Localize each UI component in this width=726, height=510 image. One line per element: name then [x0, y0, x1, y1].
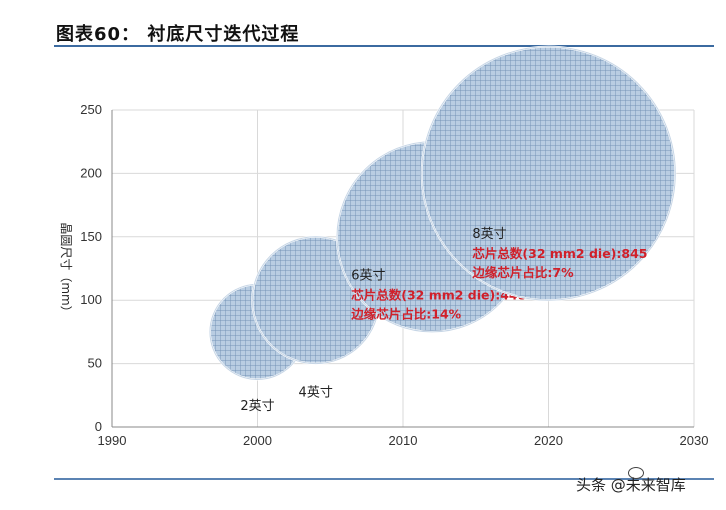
bubble-label: 2英寸	[240, 399, 274, 414]
y-axis-label: 晶圆尺寸（mm）	[59, 222, 73, 317]
x-tick-label: 2030	[680, 433, 709, 448]
x-tick-label: 2020	[534, 433, 563, 448]
footer-rule	[54, 478, 714, 480]
figure-title: 图表60： 衬底尺寸迭代过程	[56, 24, 300, 45]
bubble-note: 芯片总数(32 mm2 die):845	[472, 246, 647, 261]
bubble-note: 边缘芯片占比:7%	[471, 265, 574, 280]
x-tick-label: 2000	[243, 433, 272, 448]
y-tick-label: 150	[80, 229, 102, 244]
bubble-label: 6英寸	[351, 268, 385, 283]
plot-area: 0 50 100 150 200 250 1990 2000 2010 2020 2030 2英寸 4英…	[80, 45, 709, 448]
bubble-note: 芯片总数(32 mm2 die):448	[351, 287, 526, 302]
bubble-label: 8英寸	[472, 227, 506, 242]
watermark: 头条 @未来智库	[576, 476, 686, 494]
y-tick-label: 200	[80, 165, 102, 180]
y-tick-label: 0	[95, 419, 102, 434]
bubble-note: 边缘芯片占比:14%	[350, 306, 461, 321]
x-tick-label: 1990	[98, 433, 127, 448]
bubble	[420, 45, 677, 302]
wechat-icon	[628, 467, 644, 479]
y-tick-label: 250	[80, 102, 102, 117]
bubble-edge	[421, 46, 676, 301]
y-tick-label: 100	[80, 292, 102, 307]
y-tick-label: 50	[88, 356, 102, 371]
x-tick-label: 2010	[389, 433, 418, 448]
title-rule	[54, 45, 714, 47]
bubble-label: 4英寸	[299, 386, 333, 401]
